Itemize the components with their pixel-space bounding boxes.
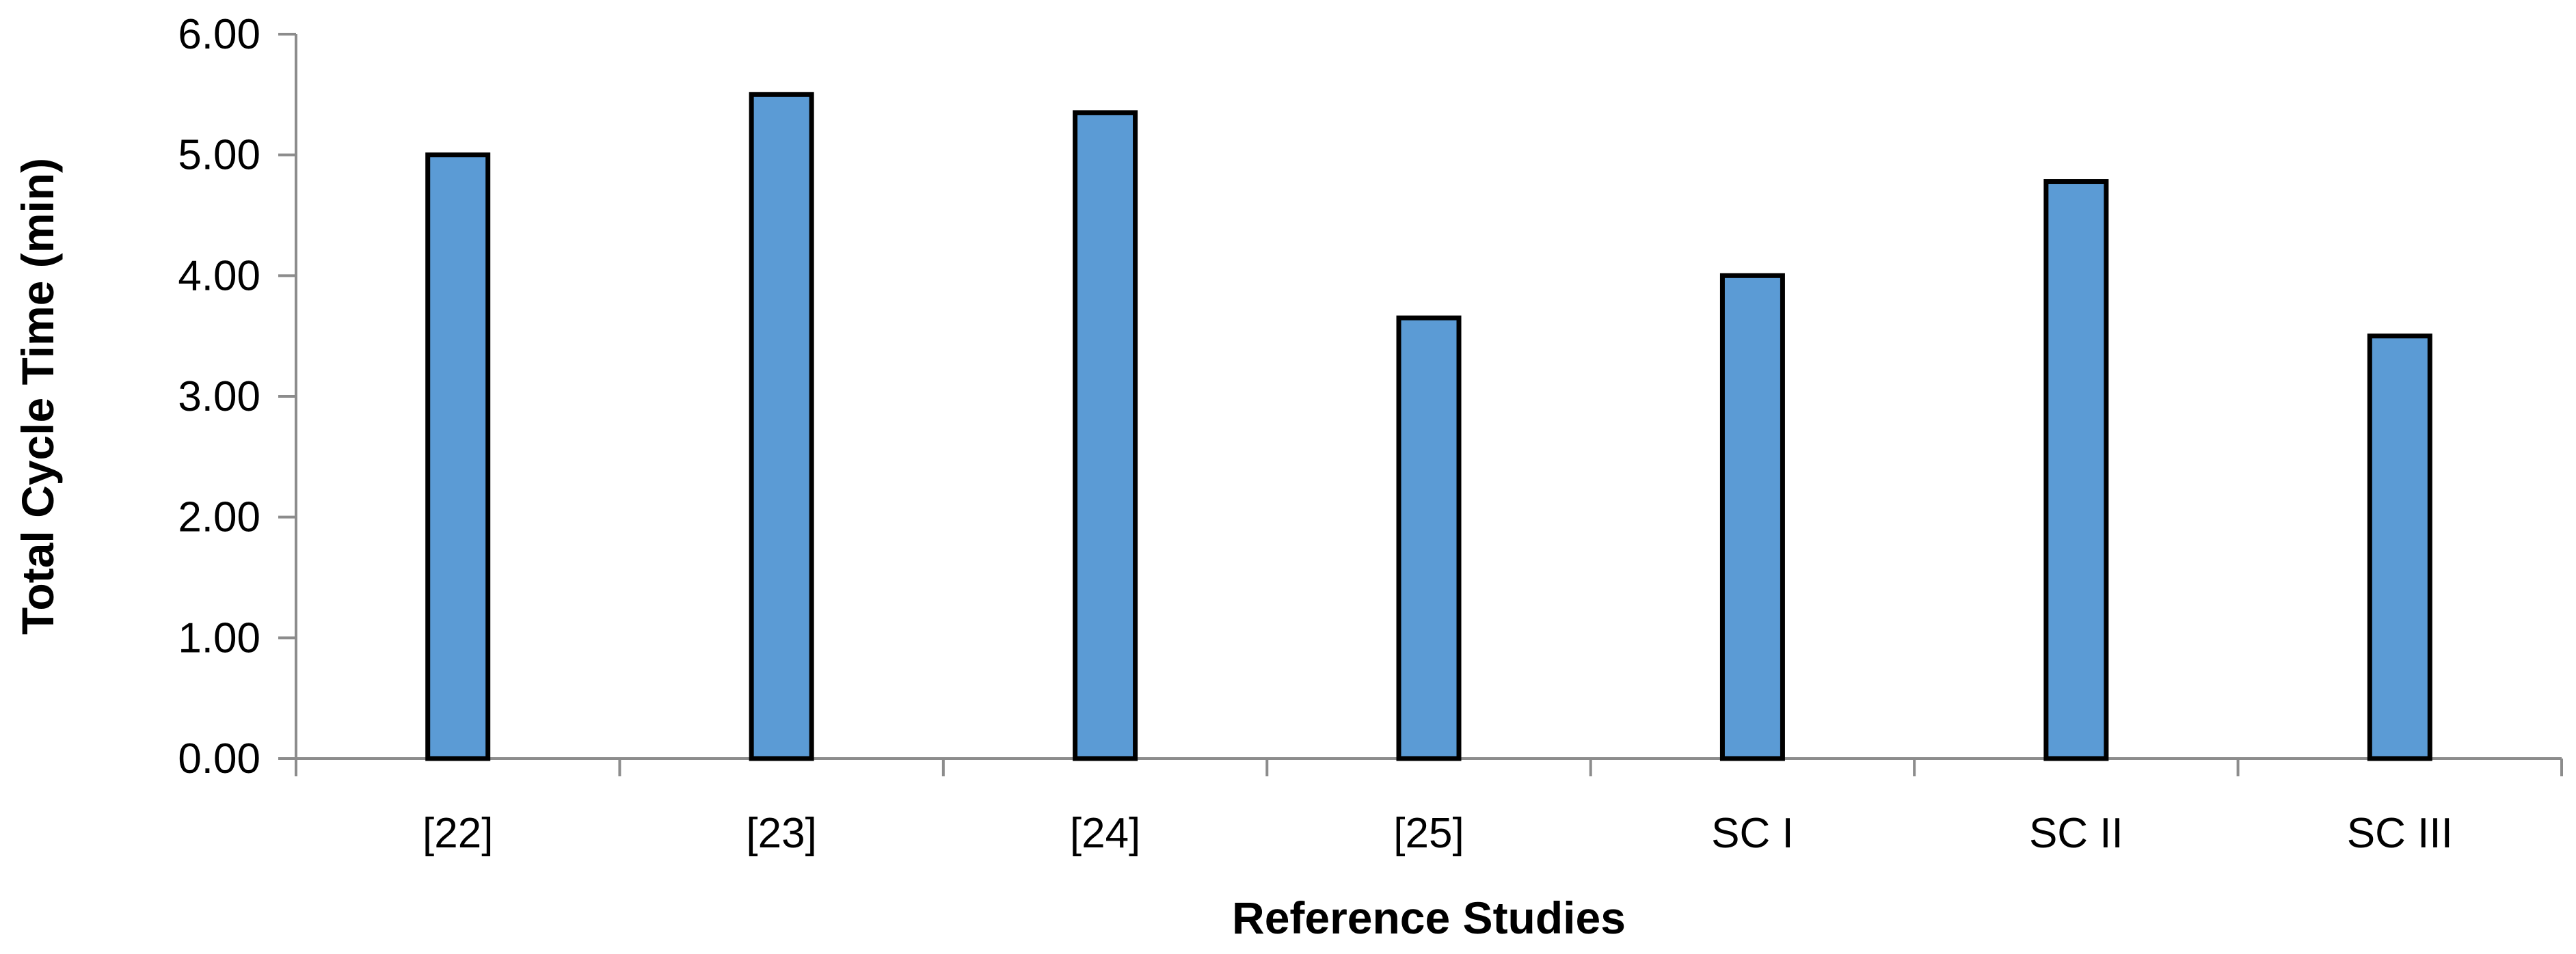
bar [749,92,814,761]
bar [1073,110,1138,761]
y-tick-label: 3.00 [178,373,260,420]
y-tick-label: 1.00 [178,614,260,662]
x-axis-title: Reference Studies [1232,892,1626,943]
x-tick-label: [24] [1070,810,1140,857]
bar [1396,315,1462,761]
bars [425,92,2432,761]
y-tick-label: 6.00 [178,11,260,58]
x-tick-label: SC I [1711,810,1794,857]
y-tick-label: 2.00 [178,494,260,541]
x-tick-label: SC III [2347,810,2453,857]
bar [2043,179,2109,761]
x-tick-label: [22] [422,810,493,857]
y-axis: 0.00 1.00 2.00 3.00 4.00 5.00 6.00 [178,11,297,782]
x-tick-label: SC II [2029,810,2123,857]
x-tick-label: [23] [746,810,816,857]
y-tick-label: 4.00 [178,252,260,299]
bar [1719,273,1785,761]
bar [2367,333,2432,761]
x-axis: [22] [23] [24] [25] SC I SC II SC III [295,757,2563,857]
y-tick-label: 5.00 [178,132,260,179]
x-tick-label: [25] [1393,810,1464,857]
y-axis-title: Total Cycle Time (min) [12,158,63,635]
bar [425,152,491,761]
y-tick-label: 0.00 [178,735,260,782]
